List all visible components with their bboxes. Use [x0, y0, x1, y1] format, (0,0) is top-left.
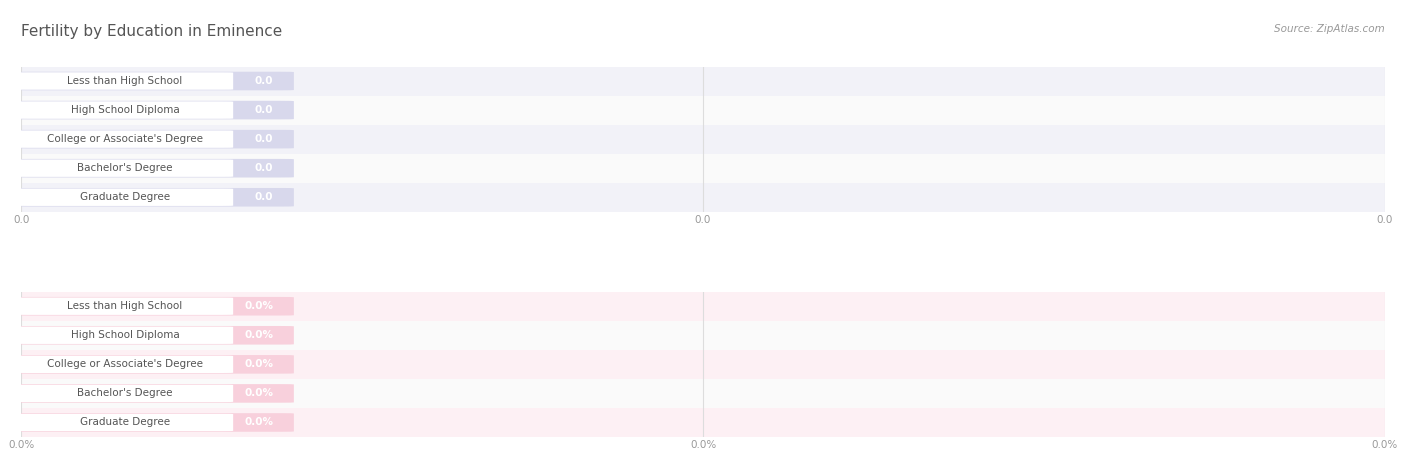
Bar [21, 350, 1385, 379]
Bar [21, 154, 1385, 183]
FancyBboxPatch shape [14, 413, 294, 432]
FancyBboxPatch shape [14, 130, 294, 149]
Bar [21, 183, 1385, 212]
FancyBboxPatch shape [17, 72, 233, 90]
FancyBboxPatch shape [14, 72, 294, 90]
Text: 0.0: 0.0 [254, 163, 273, 173]
Text: College or Associate's Degree: College or Associate's Degree [46, 134, 202, 144]
Text: 0.0: 0.0 [254, 134, 273, 144]
Text: 0.0%: 0.0% [245, 360, 273, 370]
Bar [21, 408, 1385, 437]
Text: Fertility by Education in Eminence: Fertility by Education in Eminence [21, 24, 283, 39]
Text: Bachelor's Degree: Bachelor's Degree [77, 163, 173, 173]
Text: 0.0%: 0.0% [245, 330, 273, 340]
FancyBboxPatch shape [14, 355, 294, 374]
Bar [21, 292, 1385, 321]
FancyBboxPatch shape [14, 384, 294, 403]
Bar [21, 321, 1385, 350]
Bar [21, 66, 1385, 95]
FancyBboxPatch shape [17, 414, 233, 431]
Text: Graduate Degree: Graduate Degree [80, 418, 170, 428]
Text: Source: ZipAtlas.com: Source: ZipAtlas.com [1274, 24, 1385, 34]
FancyBboxPatch shape [14, 326, 294, 344]
FancyBboxPatch shape [14, 159, 294, 178]
Text: Bachelor's Degree: Bachelor's Degree [77, 389, 173, 399]
FancyBboxPatch shape [17, 102, 233, 119]
FancyBboxPatch shape [17, 297, 233, 315]
Text: Graduate Degree: Graduate Degree [80, 192, 170, 202]
Text: High School Diploma: High School Diploma [70, 105, 180, 115]
FancyBboxPatch shape [14, 188, 294, 207]
Text: College or Associate's Degree: College or Associate's Degree [46, 360, 202, 370]
Text: 0.0%: 0.0% [245, 418, 273, 428]
FancyBboxPatch shape [17, 131, 233, 148]
Text: 0.0: 0.0 [254, 192, 273, 202]
FancyBboxPatch shape [17, 385, 233, 402]
FancyBboxPatch shape [17, 189, 233, 206]
FancyBboxPatch shape [14, 297, 294, 315]
Bar [21, 379, 1385, 408]
Text: 0.0: 0.0 [254, 105, 273, 115]
Text: Less than High School: Less than High School [67, 76, 183, 86]
Text: 0.0: 0.0 [254, 76, 273, 86]
Text: 0.0%: 0.0% [245, 301, 273, 311]
Bar [21, 124, 1385, 154]
FancyBboxPatch shape [17, 160, 233, 177]
Text: Less than High School: Less than High School [67, 301, 183, 311]
Text: High School Diploma: High School Diploma [70, 330, 180, 340]
Text: 0.0%: 0.0% [245, 389, 273, 399]
FancyBboxPatch shape [14, 101, 294, 119]
Bar [21, 95, 1385, 124]
FancyBboxPatch shape [17, 327, 233, 344]
FancyBboxPatch shape [17, 356, 233, 373]
